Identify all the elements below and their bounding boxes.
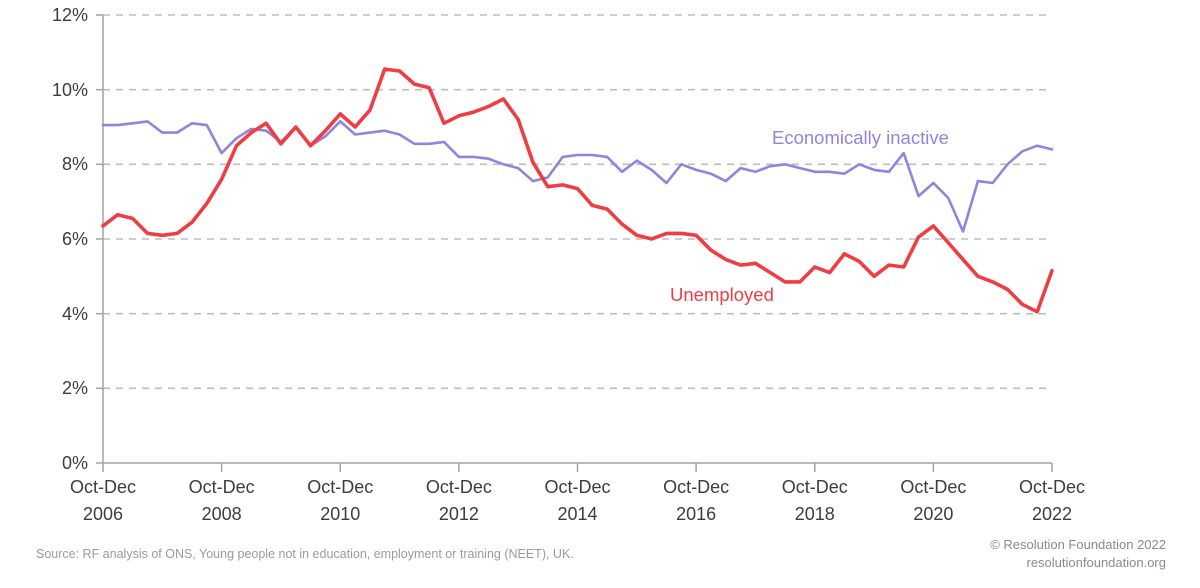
series-label-unemployed: Unemployed — [670, 284, 774, 305]
website-text: resolutionfoundation.org — [1026, 554, 1167, 570]
series-label-economically-inactive: Economically inactive — [772, 127, 949, 148]
copyright-text: © Resolution Foundation 2022 — [990, 537, 1166, 552]
series-line-unemployed — [101, 67, 1054, 314]
series-line-economically-inactive — [101, 120, 1054, 233]
source-note: Source: RF analysis of ONS, Young people… — [36, 547, 574, 561]
attribution-block: © Resolution Foundation 2022 resolutionf… — [990, 536, 1166, 571]
